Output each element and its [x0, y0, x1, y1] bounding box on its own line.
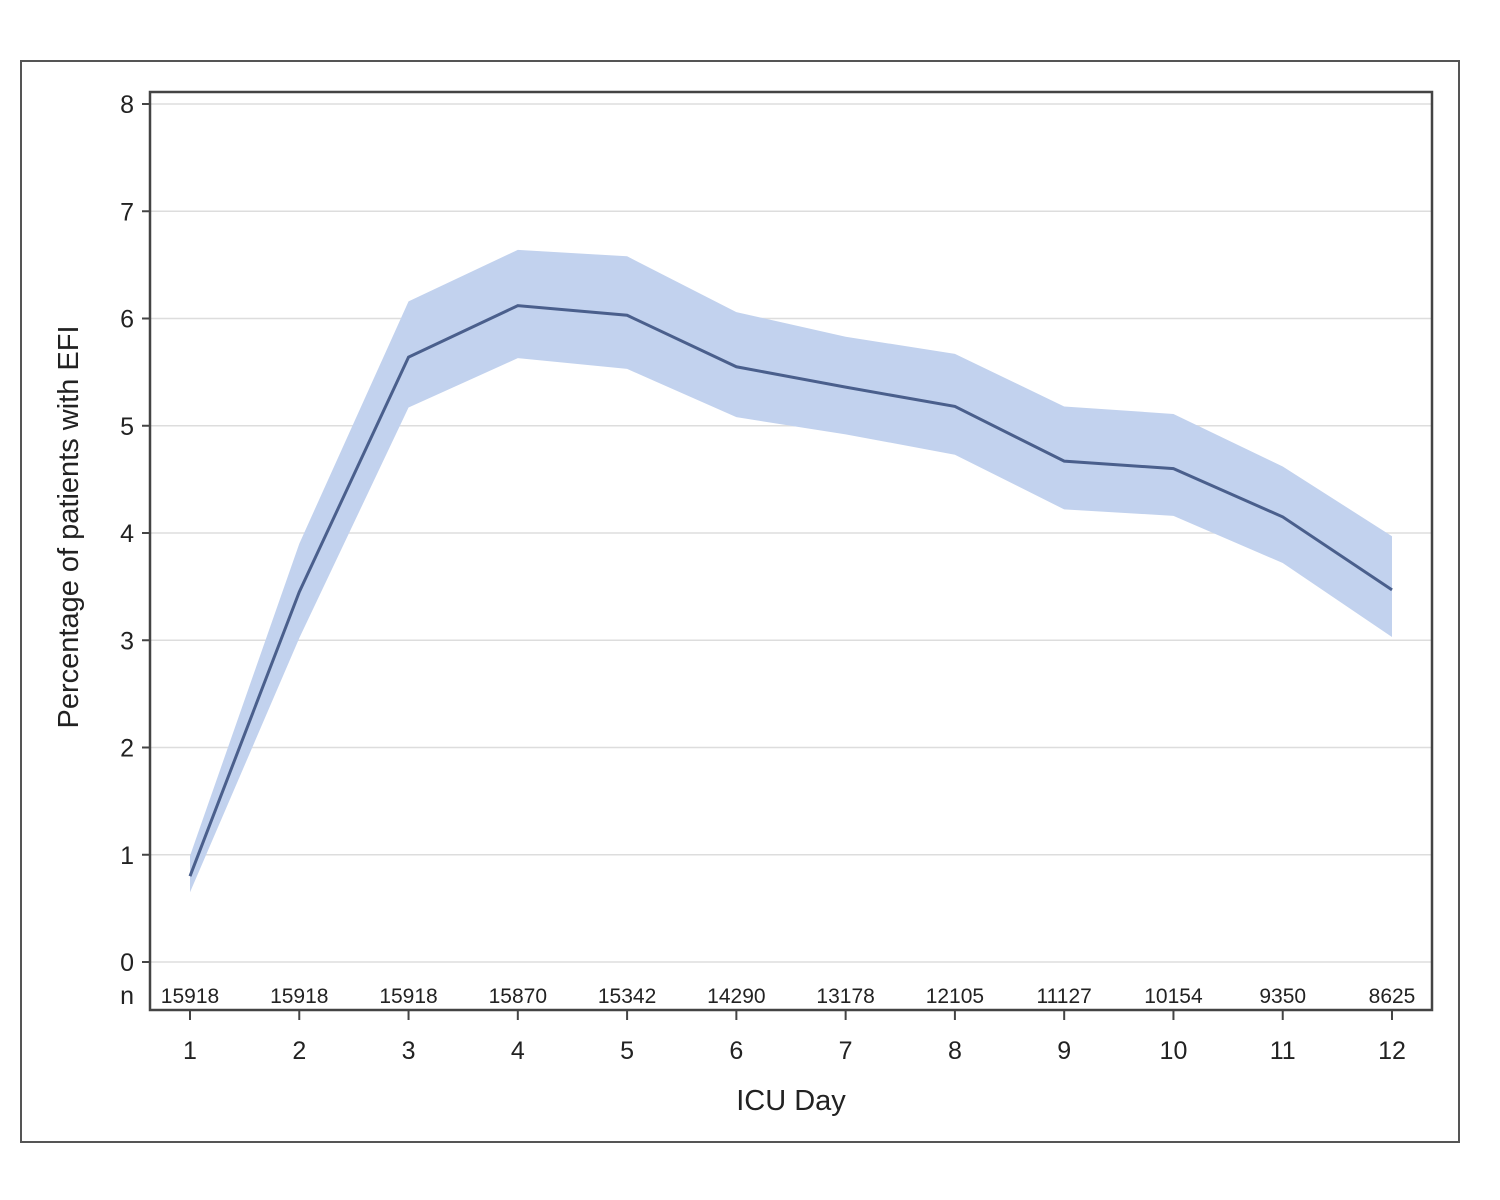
n-value-label: 8625: [1369, 985, 1416, 1008]
n-value-label: 12105: [926, 985, 984, 1008]
n-value-label: 10154: [1144, 985, 1203, 1008]
n-value-label: 13178: [816, 985, 874, 1008]
n-row: 15918 15918 15918 15870 15342 14290 13178 12105…: [161, 985, 1416, 1008]
x-tick-label: 5: [620, 1037, 634, 1065]
y-tick-label: 1: [120, 842, 134, 870]
y-tick-label: 7: [120, 198, 134, 226]
n-value-label: 15918: [161, 985, 219, 1008]
n-value-label: 15918: [379, 985, 437, 1008]
x-tick-label: 9: [1057, 1037, 1071, 1065]
y-tick-label: 2: [120, 735, 134, 763]
x-tick-label: 1: [183, 1037, 197, 1065]
x-tick-label: 7: [839, 1037, 853, 1065]
x-tick-label: 4: [511, 1037, 525, 1065]
x-tick-label: 8: [948, 1037, 962, 1065]
x-tick-label: 2: [292, 1037, 306, 1065]
series-line: [188, 304, 1393, 877]
n-row-label: n: [120, 982, 134, 1010]
y-axis: 0 1 2 3 4 5 6 7 8: [120, 91, 150, 977]
n-value-label: 9350: [1259, 985, 1306, 1008]
confidence-band: [190, 249, 1392, 893]
x-axis-title: ICU Day: [736, 1085, 846, 1117]
y-tick-label: 5: [120, 413, 134, 441]
y-tick-label: 6: [120, 306, 134, 334]
y-tick-label: 3: [120, 627, 134, 655]
y-tick-label: 4: [120, 520, 134, 548]
x-tick-label: 10: [1160, 1037, 1188, 1065]
x-tick-label: 3: [402, 1037, 416, 1065]
y-axis-title: Percentage of patients with EFI: [53, 326, 85, 729]
x-tick-label: 6: [729, 1037, 743, 1065]
n-value-label: 14290: [707, 985, 765, 1008]
n-value-label: 15342: [598, 985, 656, 1008]
x-tick-label: 11: [1270, 1037, 1296, 1065]
y-tick-label: 8: [120, 91, 134, 119]
n-value-label: 15918: [270, 985, 328, 1008]
n-value-label: 11127: [1037, 985, 1092, 1008]
plot-area-border: [148, 90, 1434, 1012]
y-tick-label: 0: [120, 949, 134, 977]
n-value-label: 15870: [489, 985, 547, 1008]
x-axis: 1 2 3 4 5 6 7 8 9 10 11 12: [183, 1010, 1406, 1065]
x-tick-label: 12: [1378, 1037, 1406, 1065]
